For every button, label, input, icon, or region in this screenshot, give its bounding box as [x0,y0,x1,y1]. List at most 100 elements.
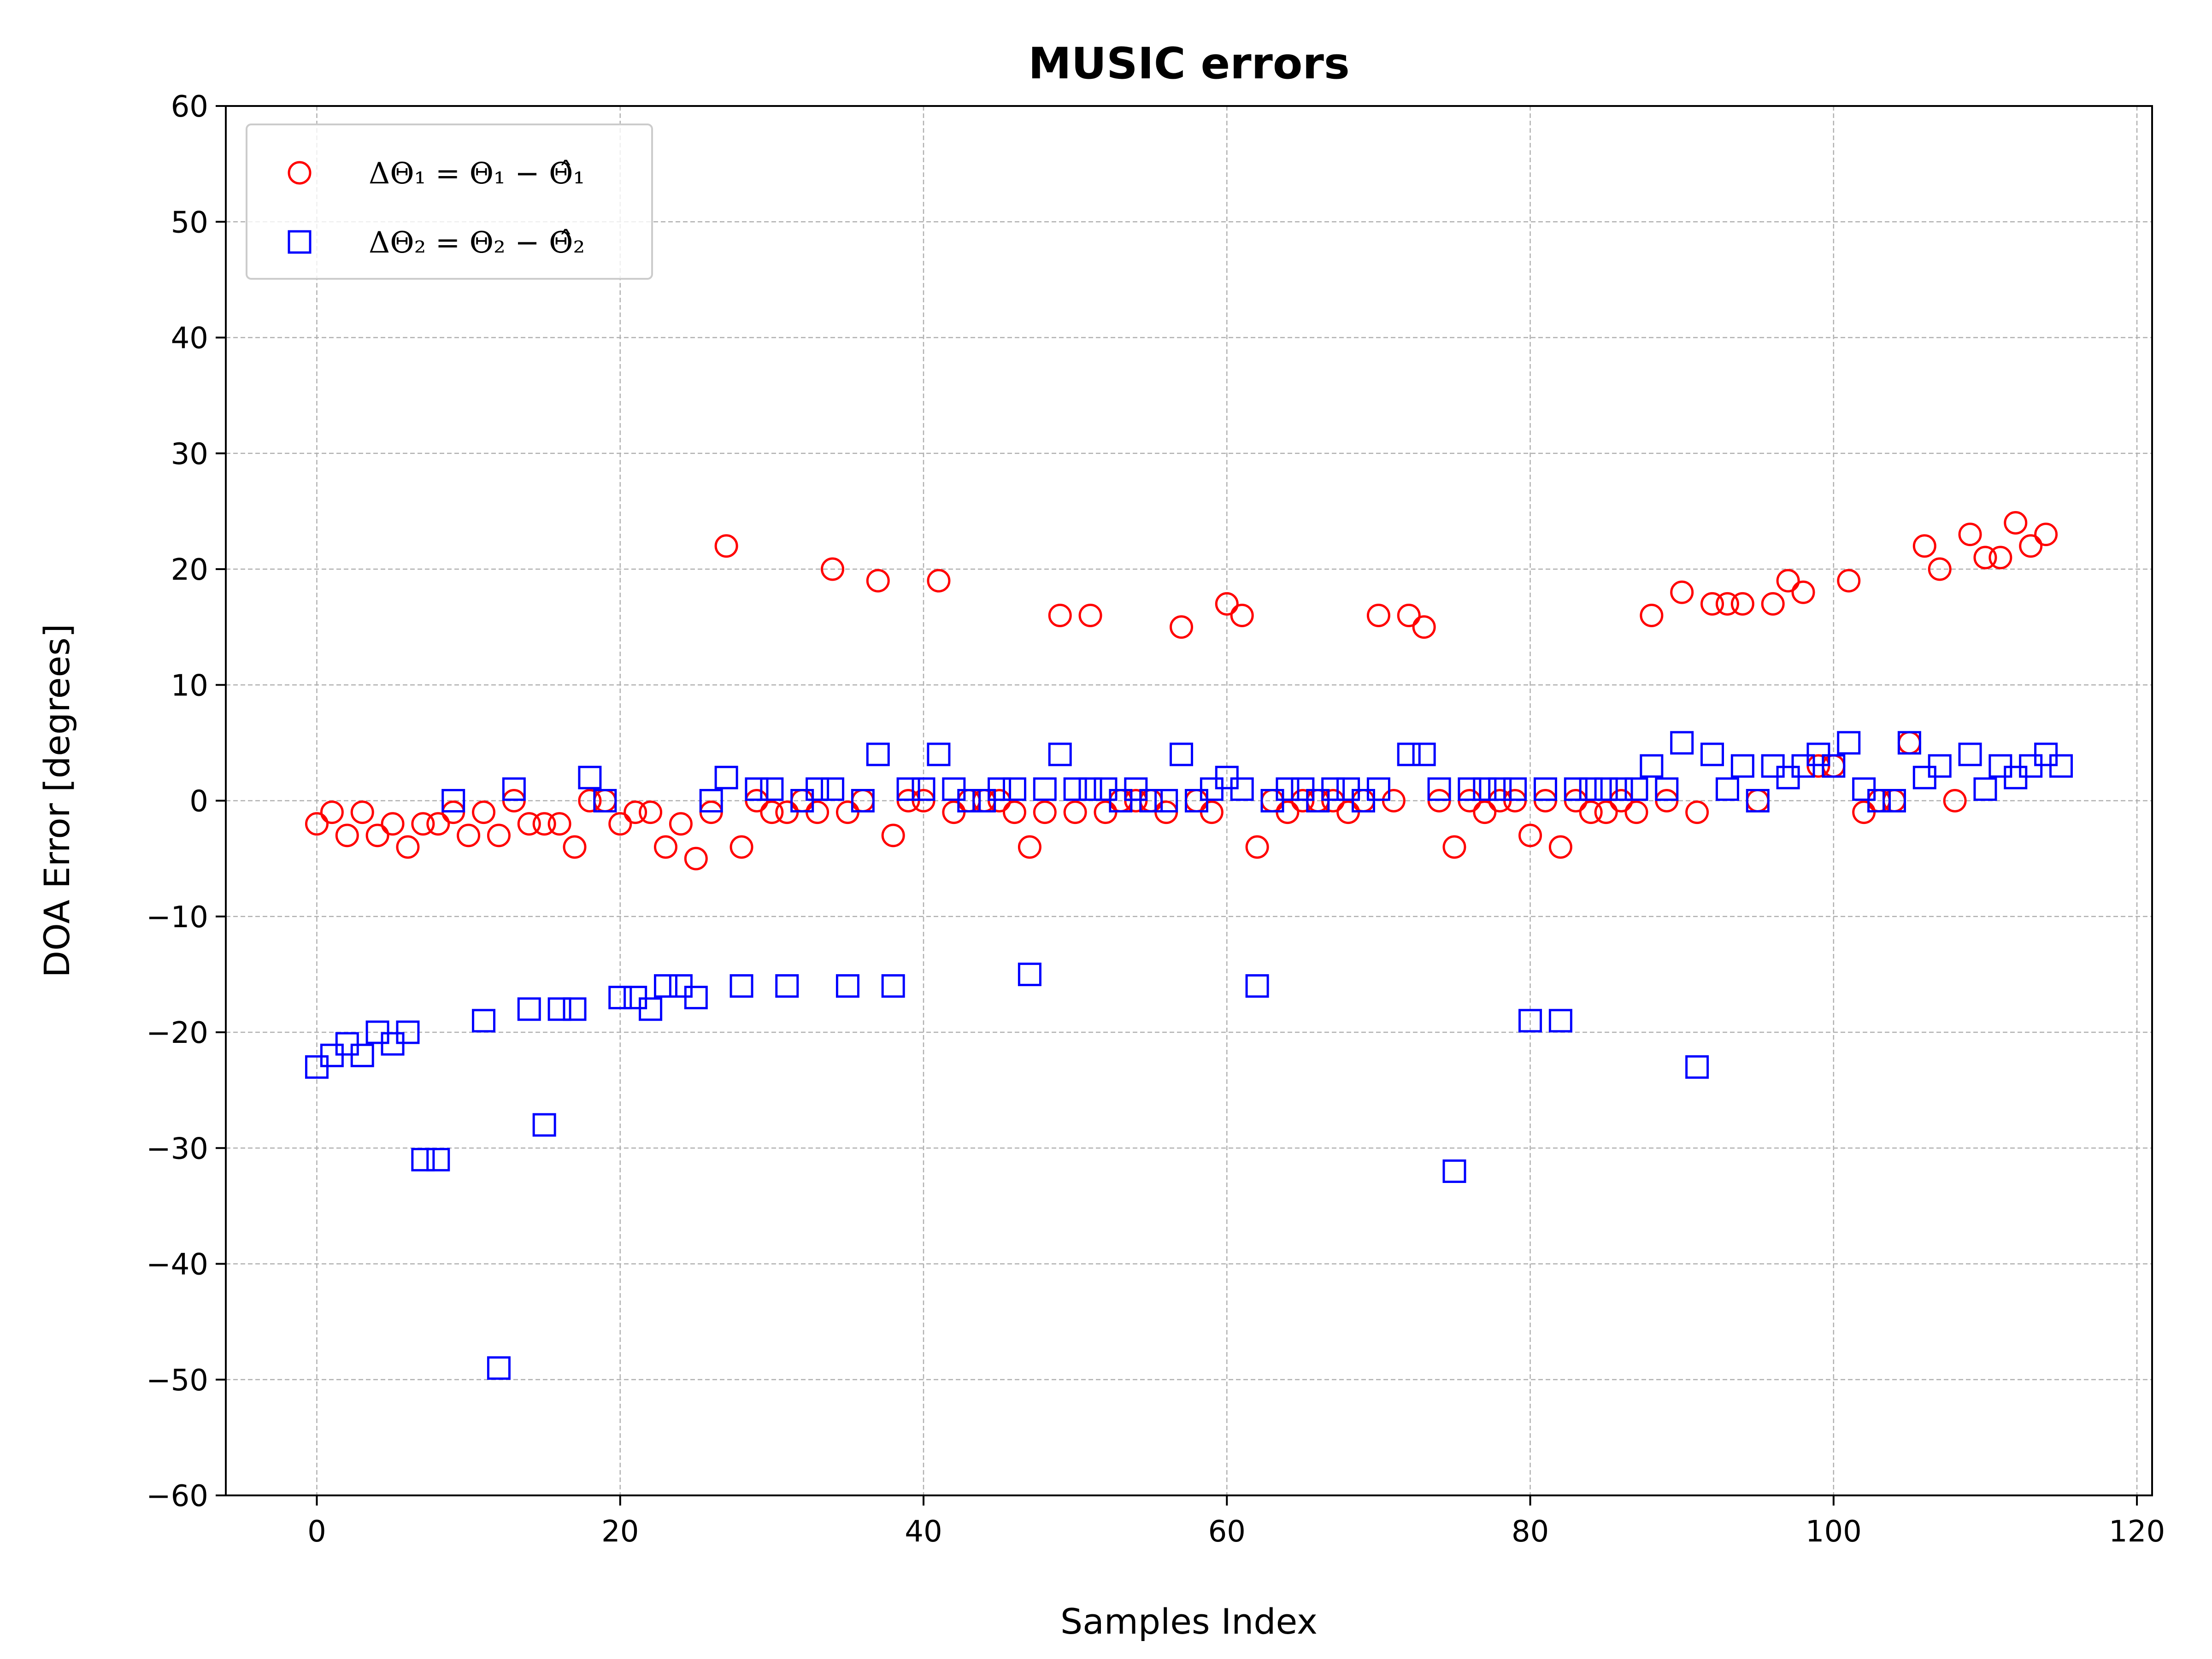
y-axis-title: DOA Error [degrees] [36,624,77,978]
data-point-circle [411,812,435,836]
data-point-circle [2019,534,2043,558]
data-point-square [896,777,920,801]
data-point-square [988,777,1012,801]
data-point-circle [335,824,359,847]
data-point-circle [1973,546,1997,570]
data-point-circle [1230,604,1254,627]
data-point-square [1230,777,1254,801]
data-point-circle [1002,800,1026,824]
data-point-square [866,742,890,766]
data-point-square [1882,789,1906,812]
y-tick-label: −40 [146,1248,208,1282]
data-point-circle [472,800,496,824]
data-point-circle [563,835,587,859]
data-point-square [1928,754,1952,778]
data-point-square [563,997,587,1021]
data-point-square [1973,777,1997,801]
data-point-square [1276,777,1300,801]
data-point-circle [1670,580,1694,604]
data-point-square [593,789,617,812]
data-point-square [775,974,799,998]
data-point-square [1503,777,1527,801]
data-point-square [1033,777,1057,801]
data-point-square [1442,1159,1466,1183]
data-point-circle [729,835,753,859]
x-tick-label: 100 [1806,1515,1862,1549]
data-point-circle [320,800,344,824]
data-point-circle [881,824,905,847]
data-point-circle [365,824,389,847]
data-point-square [1063,777,1087,801]
data-point-circle [1078,604,1102,627]
data-point-square [1640,754,1664,778]
data-point-square [517,997,541,1021]
plot-frame [225,105,2153,1496]
x-tick-label: 0 [307,1515,326,1549]
y-tick-label: −30 [146,1132,208,1166]
data-point-circle [1912,534,1936,558]
x-axis-title: Samples Index [1060,1601,1318,1642]
y-tick-label: 30 [171,437,208,471]
data-point-square [835,974,859,998]
data-point-circle [1776,569,1800,593]
data-point-square [957,789,981,812]
data-point-circle [578,789,602,812]
data-point-square [760,777,784,801]
legend-marker-circle [288,161,312,185]
y-tick-label: 40 [171,322,208,356]
data-point-square [608,986,632,1010]
data-point-circle [350,800,374,824]
data-point-square [1518,1009,1542,1033]
data-point-circle [608,812,632,836]
data-point-square [487,1356,511,1380]
data-point-circle [2004,511,2028,535]
data-point-square [1594,777,1618,801]
data-point-circle [1215,592,1239,616]
legend: ΔΘ₁ = Θ₁ − Θ̂₁ ΔΘ₂ = Θ₂ − Θ̂₂ [246,124,653,280]
data-point-square [411,1147,435,1171]
data-point-circle [396,835,420,859]
data-points [305,511,2073,1380]
data-point-circle [760,800,784,824]
data-point-square [1078,777,1102,801]
data-point-square [1548,1009,1572,1033]
y-tick-label: 10 [171,669,208,703]
data-point-square [1427,777,1451,801]
x-tick-label: 40 [905,1515,942,1549]
data-point-circle [1579,800,1603,824]
data-point-square [745,777,769,801]
data-point-square [426,1147,450,1171]
data-point-square [1624,777,1648,801]
data-point-circle [927,569,951,593]
data-point-square [1897,731,1921,755]
data-point-circle [1063,800,1087,824]
data-point-square [684,986,708,1010]
data-point-circle [1958,523,1982,547]
data-point-circle [1685,800,1709,824]
data-point-square [532,1113,556,1137]
data-point-circle [1730,592,1754,616]
data-point-circle [1018,835,1041,859]
data-point-circle [714,534,738,558]
data-point-circle [1640,604,1664,627]
data-point-square [806,777,830,801]
data-point-square [1564,777,1588,801]
y-tick-label: 50 [171,206,208,240]
data-point-square [653,974,677,998]
data-point-circle [1928,557,1952,581]
legend-label-series-2: ΔΘ₂ = Θ₂ − Θ̂₂ [369,226,585,260]
data-point-circle [866,569,890,593]
data-point-square [1397,742,1421,766]
data-point-circle [517,812,541,836]
data-point-square [1670,731,1694,755]
legend-marker-square [288,230,312,254]
data-point-square [1837,731,1861,755]
data-point-circle [1048,604,1072,627]
y-tick-label: 60 [171,90,208,124]
data-point-circle [1761,592,1785,616]
data-point-square [714,765,738,789]
y-tick-label: −60 [146,1479,208,1513]
data-point-square [396,1020,420,1044]
y-tick-label: 20 [171,553,208,587]
